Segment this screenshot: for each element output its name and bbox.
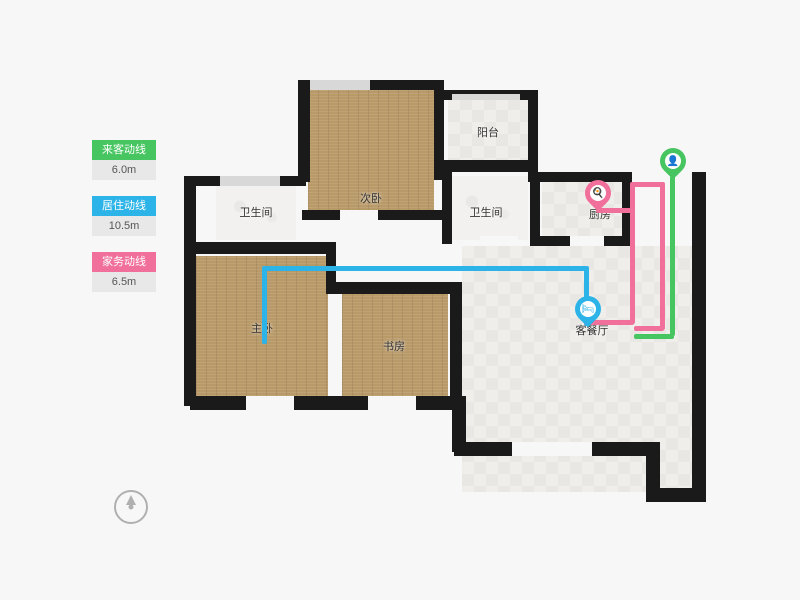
- path-guest: [634, 334, 674, 339]
- legend-chores-label: 家务动线: [92, 252, 156, 272]
- wall: [434, 80, 444, 180]
- wall: [450, 282, 462, 402]
- window: [220, 176, 280, 186]
- wall: [192, 242, 334, 254]
- legend-guest-value: 6.0m: [92, 160, 156, 180]
- door: [340, 210, 378, 220]
- path-chores: [630, 184, 635, 212]
- wall: [528, 90, 538, 168]
- wall: [442, 172, 452, 244]
- door: [480, 236, 518, 244]
- door: [368, 396, 416, 410]
- window: [452, 94, 520, 100]
- chores-marker-icon: 🍳: [585, 180, 611, 214]
- wall: [326, 282, 460, 294]
- wall: [530, 172, 540, 244]
- wall: [184, 176, 196, 406]
- room-label-study: 书房: [383, 338, 405, 354]
- door: [512, 442, 592, 456]
- path-chores: [630, 182, 664, 187]
- path-chores: [630, 210, 635, 324]
- window: [310, 80, 370, 90]
- door: [570, 236, 604, 246]
- door: [246, 396, 294, 410]
- wall: [298, 80, 310, 182]
- path-living: [262, 268, 267, 328]
- path-chores: [660, 182, 665, 330]
- room-label-bathroom-2: 卫生间: [470, 204, 503, 220]
- compass-icon: [114, 490, 148, 524]
- room-label-balcony: 阳台: [477, 124, 499, 140]
- legend-chores-value: 6.5m: [92, 272, 156, 292]
- wall: [190, 396, 462, 410]
- path-living: [262, 266, 588, 271]
- room-label-bathroom-1: 卫生间: [240, 204, 273, 220]
- legend-living-label: 居住动线: [92, 196, 156, 216]
- legend-guest-label: 来客动线: [92, 140, 156, 160]
- floor-plan: 次卧阳台卫生间卫生间厨房主卧书房客餐厅🛏🍳👤: [190, 86, 750, 496]
- path-chores: [634, 326, 664, 331]
- living-marker-icon: 🛏: [575, 296, 601, 330]
- room-label-second-bedroom: 次卧: [360, 190, 382, 206]
- legend-living-value: 10.5m: [92, 216, 156, 236]
- guest-marker-icon: 👤: [660, 148, 686, 182]
- wall: [444, 160, 538, 172]
- wall: [528, 172, 632, 182]
- path-guest: [670, 176, 675, 336]
- wall: [692, 172, 706, 498]
